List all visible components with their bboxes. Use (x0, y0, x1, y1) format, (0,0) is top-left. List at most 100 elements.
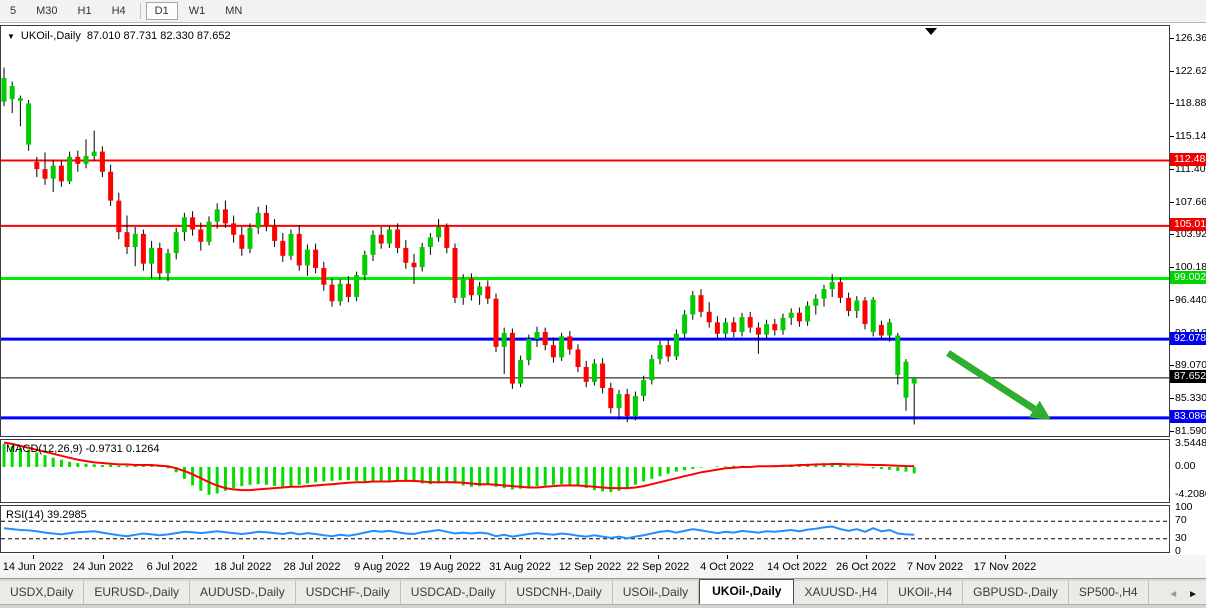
candlestick-chart[interactable] (1, 26, 1169, 436)
current-bar-marker-icon (925, 28, 937, 35)
date-tick-mark (797, 555, 798, 559)
timeframe-button-d1[interactable]: D1 (145, 2, 178, 20)
candle-body (26, 103, 32, 145)
candle-body (665, 345, 671, 357)
timeframe-button-5[interactable]: 5 (10, 5, 17, 17)
symbol-tab-gbpusd-daily[interactable]: GBPUSD-,Daily (963, 581, 1069, 604)
candle-body (485, 286, 491, 299)
candle-body (747, 317, 753, 328)
trend-arrow-head-icon[interactable] (1028, 400, 1051, 420)
candle-body (862, 300, 868, 325)
candle-body (788, 312, 794, 318)
candle-body (641, 380, 647, 396)
candle-body (378, 234, 384, 244)
candle-body (157, 247, 163, 274)
price-tick-mark (1170, 201, 1174, 203)
candle-body (337, 283, 343, 302)
candle-body (34, 162, 40, 170)
candle-body (624, 394, 630, 417)
symbol-tab-usdchf-daily[interactable]: USDCHF-,Daily (296, 581, 401, 604)
timeframe-button-h1[interactable]: H1 (77, 5, 92, 17)
tab-scroll-left-icon[interactable]: ◄ (1168, 589, 1179, 600)
symbol-tab-sp500-h4[interactable]: SP500-,H4 (1069, 581, 1149, 604)
candle-body (575, 349, 581, 367)
timeframe-button-h4[interactable]: H4 (111, 5, 126, 17)
rsi-axis-label: 0 (1175, 545, 1181, 557)
candle-body (255, 212, 261, 228)
candle-body (214, 209, 220, 222)
macd-chart[interactable] (1, 440, 1169, 502)
candle-body (132, 233, 138, 248)
price-tick-mark (1170, 136, 1174, 138)
date-label: 19 Aug 2022 (419, 561, 481, 573)
date-tick-mark (312, 555, 313, 559)
timeframe-button-w1[interactable]: W1 (188, 5, 206, 17)
price-tick-label: 111.400 (1175, 162, 1206, 175)
price-tick-mark (1170, 70, 1174, 72)
symbol-tab-usdx-daily[interactable]: USDX,Daily (0, 581, 85, 604)
candle-body (452, 247, 458, 298)
rsi-indicator-panel[interactable]: RSI(14) 39.2985 (0, 505, 1170, 553)
chart-title: ▼ UKOil-,Daily 87.010 87.731 82.330 87.6… (7, 30, 231, 42)
candle-body (17, 98, 23, 101)
price-tick-label: 115.140 (1175, 130, 1206, 143)
candle-body (42, 169, 48, 179)
candle-body (854, 300, 860, 311)
date-tick-mark (450, 555, 451, 559)
candle-body (493, 298, 499, 347)
rsi-axis-label: 30 (1175, 532, 1187, 544)
timeframe-toolbar: 5 M30 H1 H4 D1 W1 MN (0, 0, 1206, 23)
price-tick-label: 107.660 (1175, 195, 1206, 208)
candle-body (9, 85, 15, 100)
timeframe-button-m30[interactable]: M30 (36, 5, 58, 17)
candle-body (772, 324, 778, 331)
symbol-tab-xauusd-h4[interactable]: XAUUSD-,H4 (794, 581, 889, 604)
symbol-tab-usoil-daily[interactable]: USOil-,Daily (613, 581, 700, 604)
candle-body (887, 322, 893, 336)
macd-label: MACD(12,26,9) -0.9731 0.1264 (6, 443, 160, 455)
candle-body (903, 361, 909, 398)
candle-body (395, 229, 401, 248)
price-level-badge: 92.078 (1170, 331, 1206, 345)
candle-body (198, 229, 204, 242)
symbol-tab-eurusd-daily[interactable]: EURUSD-,Daily (84, 581, 191, 604)
candle-body (821, 289, 827, 299)
symbol-tabbar: USDX,Daily EURUSD-,Daily AUDUSD-,Daily USDC… (0, 579, 1206, 605)
price-chart-panel[interactable]: ▼ UKOil-,Daily 87.010 87.731 82.330 87.6… (0, 25, 1170, 437)
candle-body (534, 331, 540, 339)
rsi-line (3, 525, 915, 540)
price-tick-mark (1170, 267, 1174, 269)
symbol-tab-usdcad-daily[interactable]: USDCAD-,Daily (401, 581, 507, 604)
tab-scroll-right-icon[interactable]: ► (1188, 589, 1198, 600)
price-tick-mark (1170, 430, 1174, 432)
candle-body (444, 226, 450, 248)
rsi-chart[interactable] (1, 506, 1169, 552)
candle-body (706, 311, 712, 323)
symbol-tab-ukoil-h4[interactable]: UKOil-,H4 (888, 581, 964, 604)
candle-body (1, 78, 7, 102)
symbol-tab-usdcnh-daily[interactable]: USDCNH-,Daily (506, 581, 613, 604)
candle-body (67, 156, 73, 182)
candle-body (755, 327, 761, 335)
chart-dropdown-icon[interactable]: ▼ (7, 31, 15, 41)
trend-arrow-shaft[interactable] (946, 350, 1037, 413)
date-tick-mark (243, 555, 244, 559)
candle-body (600, 363, 606, 389)
candle-body (313, 249, 319, 269)
candle-body (165, 253, 171, 274)
candle-body (304, 249, 310, 266)
candle-body (263, 212, 269, 227)
candle-body (567, 336, 573, 350)
candle-body (468, 278, 474, 296)
candle-body (436, 226, 442, 238)
timeframe-button-mn[interactable]: MN (225, 5, 243, 17)
tab-scroll-arrows: ◄ ► (1160, 589, 1206, 604)
candle-body (723, 322, 729, 334)
symbol-tab-ukoil-daily[interactable]: UKOil-,Daily (699, 579, 795, 604)
macd-indicator-panel[interactable]: MACD(12,26,9) -0.9731 0.1264 (0, 439, 1170, 503)
candle-body (698, 295, 704, 312)
candle-body (477, 286, 483, 296)
date-label: 9 Aug 2022 (354, 561, 410, 573)
symbol-tab-audusd-daily[interactable]: AUDUSD-,Daily (190, 581, 296, 604)
